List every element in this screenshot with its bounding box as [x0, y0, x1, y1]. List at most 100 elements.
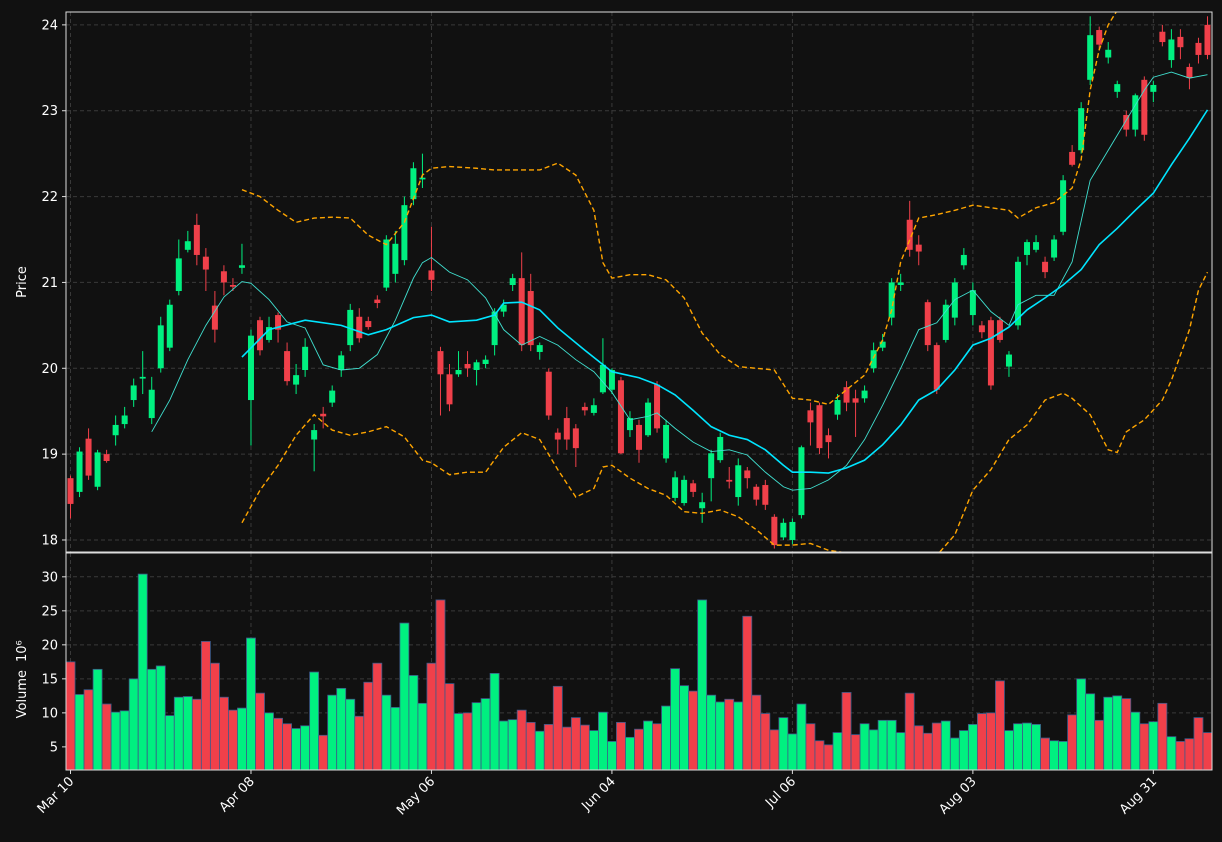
candle-body — [103, 454, 110, 461]
candle-body — [311, 430, 318, 440]
candle-body — [284, 351, 291, 382]
indicator-line — [241, 271, 1209, 552]
volume-bar — [318, 734, 329, 770]
candle-body — [302, 346, 309, 370]
volume-bar — [877, 719, 888, 770]
volume-bar — [417, 702, 428, 770]
candle-body — [1168, 39, 1175, 61]
volume-bar — [967, 724, 978, 770]
volume-bar — [697, 599, 708, 770]
candle-body — [482, 359, 489, 364]
candle-body — [238, 265, 245, 268]
volume-bar — [859, 723, 870, 770]
volume-bar — [300, 725, 311, 770]
volume-bar — [868, 729, 879, 770]
volume-bar — [471, 702, 482, 770]
volume-bar — [715, 701, 726, 770]
candle-body — [897, 282, 904, 286]
candle-body — [491, 311, 498, 346]
candle-body — [392, 243, 399, 274]
candle-body — [1014, 261, 1021, 326]
candle-body — [410, 168, 417, 200]
volume-bar — [1112, 695, 1123, 770]
volume-bar — [498, 720, 509, 770]
candle-body — [708, 453, 715, 479]
candle-body — [293, 375, 300, 385]
volume-axes-frame — [65, 552, 1213, 771]
candle-body — [1177, 36, 1184, 48]
candle-body — [1087, 35, 1094, 80]
candle-body — [1195, 42, 1202, 55]
candle-body — [148, 389, 155, 419]
volume-bar — [670, 668, 681, 770]
volume-bar — [237, 707, 247, 770]
volume-bar — [507, 719, 518, 770]
candle-body — [563, 418, 570, 440]
volume-bar — [706, 694, 717, 770]
volume-bar — [399, 622, 410, 770]
volume-bar — [381, 694, 392, 770]
candle-body — [798, 447, 805, 516]
candle-body — [572, 428, 579, 449]
candle-body — [617, 380, 624, 454]
candle-body — [356, 316, 363, 339]
candle-body — [735, 465, 742, 498]
volume-bar — [345, 698, 356, 770]
candle-body — [1159, 31, 1166, 43]
candle-body — [536, 345, 543, 352]
volume-bar — [1013, 723, 1023, 770]
y-tick-label: 5 — [50, 740, 58, 755]
volume-bar — [408, 675, 419, 770]
candle-body — [771, 516, 778, 546]
volume-bar — [778, 717, 789, 770]
indicator-line — [151, 71, 1208, 491]
volume-bar — [516, 709, 527, 770]
volume-bar — [543, 724, 554, 770]
candle-body — [473, 362, 480, 370]
candle-body — [446, 374, 453, 405]
candle-body — [1150, 84, 1157, 92]
volume-bar — [462, 712, 473, 770]
candle-body — [112, 424, 119, 436]
y-tick-label: 20 — [41, 362, 58, 377]
volume-bar — [444, 683, 455, 770]
candle-body — [1024, 242, 1031, 255]
candle-body — [726, 479, 733, 482]
candle-body — [419, 177, 426, 180]
candle-body — [681, 479, 688, 504]
volume-bar — [1040, 737, 1050, 770]
candle-body — [266, 327, 273, 340]
volume-bar — [679, 685, 690, 770]
volume-axis-title: Volume 10⁶ — [15, 640, 30, 718]
volume-bar — [1175, 741, 1186, 770]
volume-bar — [372, 662, 383, 770]
volume-bar — [1121, 698, 1132, 770]
volume-bar — [264, 712, 274, 770]
candle-body — [590, 405, 597, 413]
volume-bar — [101, 703, 112, 770]
candle-body — [1141, 79, 1148, 135]
indicator-line — [241, 109, 1209, 474]
volume-bar — [588, 730, 599, 770]
volume-bar — [327, 694, 338, 770]
candle-body — [879, 341, 886, 348]
volume-bar — [291, 728, 302, 770]
y-tick-label: 15 — [41, 672, 58, 687]
volume-bar — [255, 692, 265, 770]
candle-body — [1096, 30, 1103, 45]
y-axis-title: Price — [15, 266, 30, 298]
candle-body — [1051, 239, 1058, 258]
volume-bar — [724, 698, 735, 770]
volume-bar — [616, 721, 626, 770]
volume-bar — [751, 694, 762, 770]
volume-bar — [931, 722, 942, 770]
volume-bar — [273, 717, 283, 770]
volume-bar — [164, 715, 175, 770]
volume-bar — [1166, 736, 1177, 770]
volume-bar — [83, 689, 94, 770]
volume-bar — [841, 692, 852, 770]
candle-body — [275, 315, 282, 330]
volume-bar — [480, 698, 491, 770]
volume-bar — [435, 599, 446, 770]
